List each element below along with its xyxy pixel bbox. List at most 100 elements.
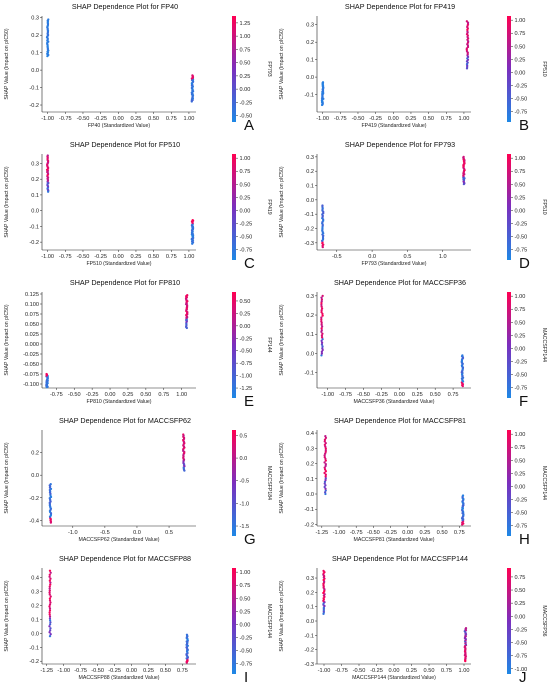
x-tick-label: 0.25 <box>412 392 423 398</box>
y-tick-label: 0.000 <box>25 342 39 348</box>
y-tick-label: 0.1 <box>306 605 314 611</box>
colorbar <box>232 16 236 122</box>
y-tick-label: 0.100 <box>25 302 39 308</box>
y-axis-label: SHAP Value (Impact on pIC50) <box>279 304 285 376</box>
y-tick-label: 0.0 <box>306 492 314 498</box>
x-tick-label: -0.75 <box>50 392 63 398</box>
colorbar-tick-label: -0.50 <box>515 511 528 517</box>
x-tick-label: 0.00 <box>126 668 137 674</box>
panel-letter: I <box>244 669 249 686</box>
scatter-point <box>323 482 326 485</box>
colorbar-tick-label: -0.75 <box>515 654 528 660</box>
chart-title: SHAP Dependence Plot for FP419 <box>345 2 455 11</box>
colorbar-tick-label: 0.50 <box>515 44 526 50</box>
x-tick-label: 0.50 <box>423 116 434 122</box>
scatter-point <box>323 471 326 475</box>
scatter-point <box>48 585 51 588</box>
y-tick-label: -0.075 <box>23 372 39 378</box>
colorbar-label: FP793 <box>266 61 272 76</box>
scatter-point <box>321 204 324 207</box>
colorbar-tick-label: 0.00 <box>515 208 526 214</box>
colorbar <box>507 16 511 122</box>
colorbar-tick-label: 0.25 <box>515 333 526 339</box>
scatter-point <box>465 20 469 23</box>
x-tick-label: 0.00 <box>402 530 413 536</box>
colorbar <box>507 292 511 398</box>
y-tick-label: 0.3 <box>306 155 314 161</box>
x-tick-label: 0.25 <box>123 392 134 398</box>
colorbar-tick-label: 1.00 <box>515 432 526 438</box>
scatter-point <box>320 300 323 303</box>
x-tick-label: 0.50 <box>148 116 159 122</box>
x-tick-label: 1.00 <box>458 116 469 122</box>
colorbar-tick-label: 0.75 <box>515 307 526 313</box>
scatter-point <box>320 343 324 346</box>
y-tick-label: -0.100 <box>23 382 39 388</box>
x-tick-label: -0.25 <box>369 116 382 122</box>
y-axis-label: SHAP Value (Impact on pIC50) <box>4 580 10 652</box>
scatter-point <box>191 218 194 222</box>
x-tick-label: -0.5 <box>332 254 342 260</box>
colorbar-tick-label: 0.25 <box>240 311 251 317</box>
x-tick-label: -0.75 <box>350 530 363 536</box>
scatter-point <box>48 613 51 616</box>
scatter-point <box>323 461 326 464</box>
x-tick-label: -1.00 <box>41 116 54 122</box>
scatter-point <box>320 298 324 301</box>
colorbar-tick-label: -0.25 <box>515 83 528 89</box>
chart-svg: SHAP Dependence Plot for FP419 -1.00 -0.75… <box>279 2 547 129</box>
chart-panel: SHAP Dependence Plot for MACCSFP62 -1.0 -0… <box>0 414 275 552</box>
y-tick-label: -0.1 <box>29 86 39 92</box>
panel-letter: G <box>244 531 256 548</box>
colorbar-tick-label: 0.50 <box>515 588 526 594</box>
scatter-point <box>320 327 323 330</box>
scatter-point <box>324 464 327 468</box>
panel-letter: A <box>244 117 255 134</box>
x-tick-label: 1.00 <box>183 254 194 260</box>
chart-panel: SHAP Dependence Plot for FP419 -1.00 -0.75… <box>275 0 550 138</box>
colorbar-tick-label: 0.50 <box>240 299 251 305</box>
x-axis-label: MACCSFP81 (Standardized Value) <box>354 537 435 543</box>
x-tick-label: -0.75 <box>339 392 352 398</box>
colorbar-tick-label: 0.00 <box>515 614 526 620</box>
x-tick-label: -0.50 <box>77 254 90 260</box>
chart-panel: SHAP Dependence Plot for MACCSFP36 -1.00-… <box>275 276 550 414</box>
y-tick-label: 0.3 <box>31 16 39 22</box>
colorbar-tick-label: 0.00 <box>240 87 251 93</box>
scatter-point <box>323 468 327 471</box>
x-tick-label: 1.0 <box>439 254 447 260</box>
y-axis-label: SHAP Value (Impact on pIC50) <box>279 166 285 238</box>
scatter-point <box>323 456 326 459</box>
scatter-point <box>324 487 327 490</box>
scatter-point <box>321 312 324 316</box>
scatter-point <box>49 601 52 604</box>
colorbar-tick-label: -0.75 <box>240 662 253 668</box>
y-tick-label: 0.2 <box>306 313 314 319</box>
x-tick-label: 0.75 <box>166 116 177 122</box>
panel-letter: D <box>519 255 530 272</box>
y-tick-label: -0.2 <box>29 103 39 109</box>
y-tick-label: 0.2 <box>31 451 39 457</box>
y-tick-label: 0.0 <box>306 619 314 625</box>
x-tick-label: 0.00 <box>105 392 116 398</box>
colorbar-tick-label: 1.00 <box>240 34 251 40</box>
colorbar-tick-label: -0.25 <box>240 100 253 106</box>
y-tick-label: -0.1 <box>304 633 314 639</box>
x-tick-label: 0.0 <box>368 254 376 260</box>
scatter-point <box>324 477 327 480</box>
x-axis-label: MACCSFP62 (Standardized Value) <box>79 537 160 543</box>
scatter-point <box>49 633 52 636</box>
x-tick-label: 0.50 <box>424 668 435 674</box>
y-tick-label: 0.1 <box>31 617 39 623</box>
y-axis-label: SHAP Value (Impact on pIC50) <box>4 304 10 376</box>
x-tick-label: 0.00 <box>113 254 124 260</box>
scatter-point <box>320 321 323 325</box>
x-tick-label: -0.75 <box>335 668 348 674</box>
colorbar <box>232 568 236 674</box>
x-tick-label: -1.25 <box>315 530 328 536</box>
x-tick-label: 0.5 <box>404 254 412 260</box>
chart-title: SHAP Dependence Plot for FP810 <box>70 278 180 287</box>
scatter-point <box>191 74 194 77</box>
scatter-point <box>48 617 52 620</box>
y-tick-label: 0.0 <box>306 198 314 204</box>
